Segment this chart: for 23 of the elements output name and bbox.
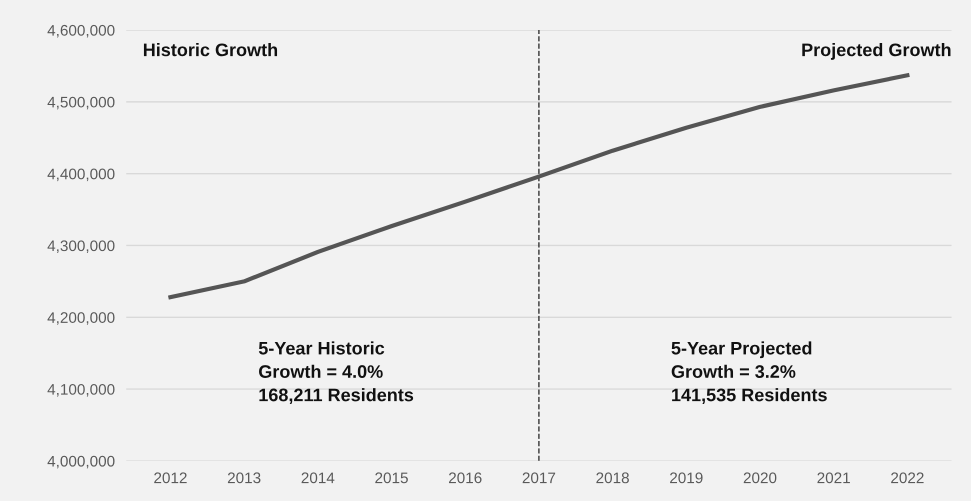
x-tick-label: 2022	[891, 472, 924, 484]
annotation: Historic Growth	[144, 42, 278, 56]
y-tick-label: 4,500,000	[48, 96, 115, 110]
x-tick-label: 2017	[522, 472, 556, 484]
x-tick-label: 2018	[596, 472, 629, 484]
x-tick-label: 2015	[375, 472, 408, 484]
y-tick-label: 4,200,000	[48, 312, 115, 325]
x-tick-label: 2014	[302, 472, 334, 484]
annotation: 5-Year Historic Growth = 4.0% 168,211 Residents	[258, 341, 414, 404]
x-tick-label: 2012	[154, 472, 187, 484]
x-tick-label: 2021	[817, 472, 850, 484]
y-tick-label: 4,600,000	[48, 24, 115, 38]
annotation: Projected Growth	[802, 42, 950, 60]
x-tick-label: 2020	[744, 472, 776, 484]
x-tick-label: 2013	[228, 472, 260, 484]
x-tick-label: 2016	[448, 472, 482, 484]
y-tick-label: 4,400,000	[48, 168, 115, 182]
y-tick-label: 4,000,000	[48, 456, 115, 468]
y-tick-label: 4,300,000	[48, 240, 115, 253]
annotation: 5-Year Projected Growth = 3.2% 141,535 Residents	[672, 341, 827, 404]
x-tick-label: 2019	[670, 472, 703, 484]
line-series	[168, 73, 910, 300]
y-tick-label: 4,100,000	[48, 384, 115, 397]
